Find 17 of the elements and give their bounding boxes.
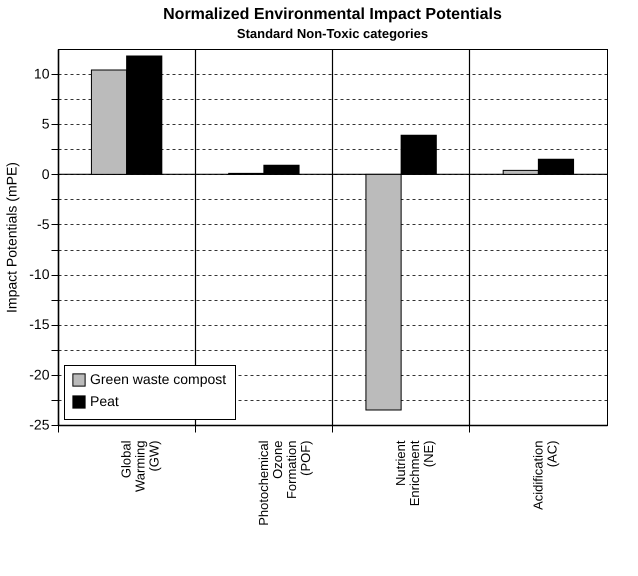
y-tick-label: -15 <box>29 316 50 332</box>
x-tick-label: Nutrient Enrichment (NE) <box>393 440 436 506</box>
y-tick-label: 10 <box>34 66 50 82</box>
x-tick-label: Acidification (AC) <box>530 440 560 510</box>
chart-subtitle: Standard Non-Toxic categories <box>236 26 428 41</box>
chart-title: Normalized Environmental Impact Potentials <box>163 6 502 23</box>
y-tick-label: -25 <box>29 416 50 432</box>
y-tick-label: -20 <box>29 366 50 382</box>
y-tick-label: 0 <box>42 166 50 182</box>
legend-label: Peat <box>90 393 119 409</box>
y-tick-label: 5 <box>42 116 50 132</box>
y-tick-label: -10 <box>29 266 50 282</box>
y-axis-title: Impact Potentials (mPE) <box>3 162 20 313</box>
legend-label: Green waste compost <box>90 371 226 387</box>
y-tick-label: -5 <box>37 216 50 232</box>
x-tick-label: Global Warming (GW) <box>118 440 162 492</box>
x-tick-label: Photochemical Ozone Formation (POF) <box>256 440 313 526</box>
